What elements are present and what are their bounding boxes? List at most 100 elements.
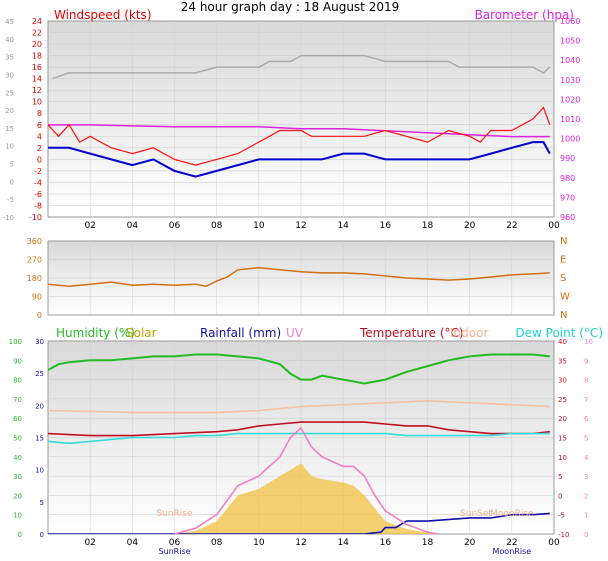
temp-mini-tick-label: 35 [5, 54, 14, 62]
humidity-tick-label: 10 [13, 512, 22, 520]
multi-sensor-panel: Humidity (%) Solar Rainfall (mm) UV Temp… [9, 326, 603, 556]
direction-tick-label: 270 [27, 256, 42, 265]
temp-mini-tick-label: 30 [5, 71, 14, 79]
uv-axis: 0 1 2 3 4 5 6 7 8 9 10 [584, 338, 593, 539]
windspeed-tick-label: 2 [37, 144, 42, 153]
x-tick-label: 02 [84, 538, 95, 548]
temp-mini-tick-label: 40 [5, 36, 14, 44]
direction-tick-label: 0 [37, 311, 42, 320]
x-tick-label: 12 [295, 538, 306, 548]
rainfall-tick-label: 15 [35, 435, 44, 443]
avg_wind-line [48, 141, 551, 178]
rainfall-label: Rainfall (mm) [200, 326, 281, 340]
event-axis-label: MoonRise [493, 547, 532, 556]
temp-mini-tick-label: 10 [5, 143, 14, 151]
uv-tick-label: 3 [584, 473, 588, 481]
compass-tick-label: S [560, 273, 566, 284]
compass-tick-label: W [560, 292, 570, 303]
uv-tick-label: 10 [584, 338, 593, 346]
temperature-label: Temperature (°C) [359, 326, 464, 340]
barometer-tick-label: 1020 [560, 95, 580, 104]
x-tick-label: 14 [337, 221, 349, 231]
temperature-tick-label: -5 [558, 512, 565, 520]
windspeed-tick-label: 0 [37, 155, 42, 164]
outdoor_aux-line [51, 54, 551, 80]
x-tick-label: 18 [422, 221, 434, 231]
temperature-tick-label: 25 [558, 396, 567, 404]
panel2-gridlines [48, 241, 554, 315]
panel1-time-axis: 02 04 06 08 10 12 14 16 18 20 22 00 [84, 221, 560, 231]
indoor-line [48, 399, 550, 414]
compass-tick-label: E [560, 255, 566, 266]
windspeed-tick-label: 6 [37, 121, 42, 130]
uv-tick-label: 0 [584, 531, 588, 539]
barometer-tick-label: 1000 [560, 135, 580, 144]
humidity-tick-label: 70 [13, 396, 22, 404]
windspeed-tick-label: 12 [32, 86, 42, 95]
temperature-mini-axis: -10 -5 0 5 10 15 20 25 30 35 40 45 [3, 18, 14, 222]
temperature-tick-label: 5 [558, 473, 562, 481]
humidity-axis: 0 10 20 30 40 50 60 70 80 90 100 [9, 338, 22, 539]
humidity-tick-label: 30 [13, 473, 22, 481]
panel2-series [48, 266, 550, 287]
barometer-tick-label: 990 [560, 154, 575, 163]
temperature-tick-label: 15 [558, 435, 567, 443]
rainfall-axis: 0 5 10 15 20 25 30 [35, 338, 44, 539]
rainfall-tick-label: 5 [40, 499, 44, 507]
panel3-gridlines [48, 341, 554, 534]
gust-line [48, 106, 551, 166]
x-tick-label: 08 [211, 221, 223, 231]
windspeed-tick-label: -4 [34, 178, 42, 187]
direction-tick-label: 180 [27, 274, 42, 283]
windspeed-tick-label: -6 [34, 190, 42, 199]
direction-tick-label: 360 [27, 237, 42, 246]
humidity-tick-label: 50 [13, 435, 22, 443]
windspeed-tick-label: 10 [32, 98, 42, 107]
x-tick-label: 10 [253, 221, 265, 231]
humidity-tick-label: 80 [13, 377, 22, 385]
compass-tick-label: N [560, 310, 567, 321]
temp-mini-tick-label: 20 [5, 107, 14, 115]
barometer-tick-label: 1060 [560, 17, 580, 26]
event-label: SunRise [156, 509, 193, 519]
uv-tick-label: 1 [584, 512, 588, 520]
x-tick-label: 22 [506, 221, 517, 231]
windspeed-tick-label: 22 [32, 29, 42, 38]
event-label: MoonRise [490, 509, 534, 519]
barometer-tick-label: 960 [560, 213, 575, 222]
x-tick-label: 08 [211, 538, 223, 548]
x-tick-label: 16 [380, 221, 392, 231]
humidity-tick-label: 40 [13, 454, 22, 462]
humidity-tick-label: 100 [9, 338, 22, 346]
x-tick-label: 20 [464, 538, 476, 548]
chart-title: 24 hour graph day : 18 August 2019 [181, 0, 400, 14]
solar-area [174, 463, 438, 534]
dewpoint-label: Dew Point (°C) [515, 326, 603, 340]
temperature-tick-label: 20 [558, 415, 567, 423]
x-tick-label: 16 [380, 538, 392, 548]
x-tick-label: 20 [464, 221, 476, 231]
windspeed-tick-label: -10 [29, 213, 42, 222]
rainfall-tick-label: 0 [40, 531, 44, 539]
windspeed-tick-label: 18 [32, 52, 42, 61]
temp-mini-tick-label: 0 [10, 178, 14, 186]
uv-tick-label: 4 [584, 454, 589, 462]
temperature-tick-label: 10 [558, 454, 567, 462]
humidity-tick-label: 0 [18, 531, 22, 539]
direction-tick-label: 90 [32, 293, 42, 302]
humidity-tick-label: 20 [13, 492, 22, 500]
humidity-tick-label: 60 [13, 415, 22, 423]
humidity-label: Humidity (%) [56, 326, 135, 340]
x-tick-label: 00 [548, 538, 560, 548]
x-tick-label: 04 [127, 538, 139, 548]
x-tick-label: 14 [337, 538, 349, 548]
windspeed-tick-label: 8 [37, 109, 42, 118]
uv-tick-label: 9 [584, 357, 588, 365]
windspeed-tick-label: 14 [32, 75, 42, 84]
x-tick-label: 06 [169, 221, 181, 231]
